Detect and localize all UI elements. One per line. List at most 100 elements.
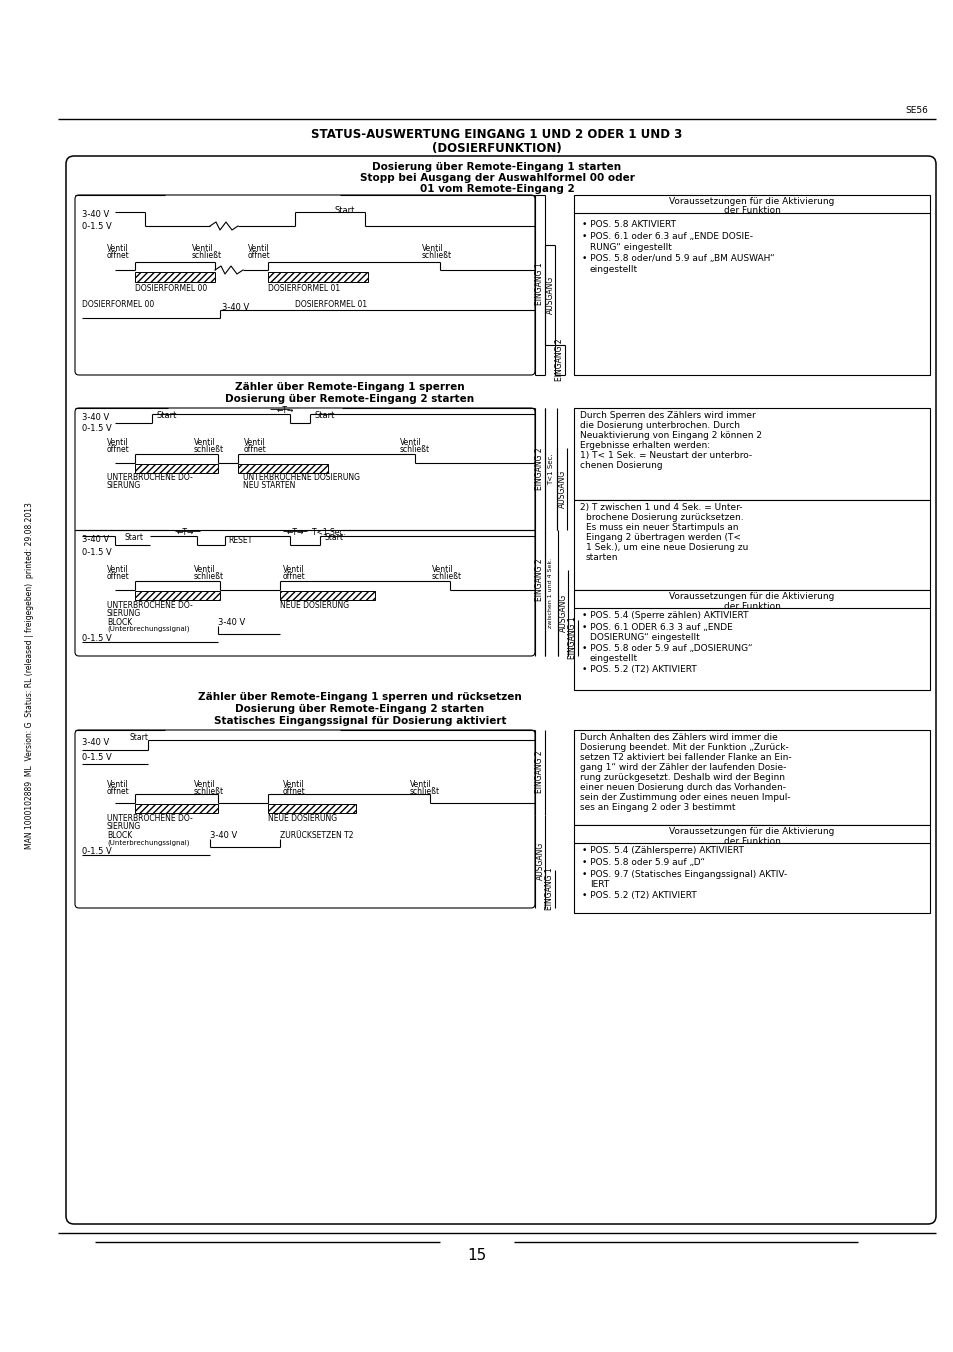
Text: ses an Eingang 2 oder 3 bestimmt: ses an Eingang 2 oder 3 bestimmt <box>579 803 735 813</box>
Text: schließt: schließt <box>193 445 224 454</box>
Text: eingestellt: eingestellt <box>589 265 638 274</box>
Text: 3-40 V: 3-40 V <box>222 303 249 312</box>
Text: STATUS-AUSWERTUNG EINGANG 1 UND 2 ODER 1 UND 3: STATUS-AUSWERTUNG EINGANG 1 UND 2 ODER 1… <box>311 128 682 141</box>
Text: schließt: schließt <box>193 787 224 796</box>
Text: EINGANG 1: EINGANG 1 <box>545 868 554 910</box>
Text: Ventil: Ventil <box>107 243 129 253</box>
Text: Eingang 2 übertragen werden (T<: Eingang 2 übertragen werden (T< <box>585 533 740 542</box>
FancyBboxPatch shape <box>75 195 535 375</box>
Text: AUSGANG: AUSGANG <box>557 470 566 508</box>
Text: DOSIERFORMEL 01: DOSIERFORMEL 01 <box>294 300 367 310</box>
Text: schließt: schließt <box>399 445 430 454</box>
Text: Dosierung über Remote-Eingang 2 starten: Dosierung über Remote-Eingang 2 starten <box>235 704 484 714</box>
Text: 0-1.5 V: 0-1.5 V <box>82 846 112 856</box>
Text: SE56: SE56 <box>904 105 927 115</box>
Text: zwischen 1 und 4 Sek.: zwischen 1 und 4 Sek. <box>548 558 553 629</box>
Text: öffnet: öffnet <box>248 251 271 260</box>
Text: 1 Sek.), um eine neue Dosierung zu: 1 Sek.), um eine neue Dosierung zu <box>585 544 747 552</box>
Text: • POS. 5.2 (T2) AKTIVIERT: • POS. 5.2 (T2) AKTIVIERT <box>581 665 696 675</box>
Text: 2) T zwischen 1 und 4 Sek. = Unter-: 2) T zwischen 1 und 4 Sek. = Unter- <box>579 503 741 512</box>
Text: DOSIERFORMEL 00: DOSIERFORMEL 00 <box>135 284 207 293</box>
Text: AUSGANG: AUSGANG <box>535 842 544 880</box>
Text: Ventil: Ventil <box>193 565 215 575</box>
Text: EINGANG 1: EINGANG 1 <box>535 262 544 306</box>
Text: • POS. 5.8 oder/und 5.9 auf „BM AUSWAH“: • POS. 5.8 oder/und 5.9 auf „BM AUSWAH“ <box>581 254 774 264</box>
Text: • POS. 6.1 ODER 6.3 3 auf „ENDE: • POS. 6.1 ODER 6.3 3 auf „ENDE <box>581 623 732 631</box>
Text: Ventil: Ventil <box>193 780 215 790</box>
Text: Ventil: Ventil <box>107 565 129 575</box>
Text: • POS. 5.8 oder 5.9 auf „DOSIERUNG“: • POS. 5.8 oder 5.9 auf „DOSIERUNG“ <box>581 644 752 653</box>
Text: setzen T2 aktiviert bei fallender Flanke an Ein-: setzen T2 aktiviert bei fallender Flanke… <box>579 753 791 763</box>
Text: 15: 15 <box>467 1248 486 1263</box>
Text: EINGANG 2: EINGANG 2 <box>555 339 564 381</box>
Text: Start: Start <box>314 411 335 420</box>
Text: 3-40 V: 3-40 V <box>82 412 110 422</box>
Text: öffnet: öffnet <box>107 787 130 796</box>
Text: ZURÜCKSETZEN T2: ZURÜCKSETZEN T2 <box>280 831 354 840</box>
Text: 3-40 V: 3-40 V <box>82 738 110 748</box>
Text: Statisches Eingangssignal für Dosierung aktiviert: Statisches Eingangssignal für Dosierung … <box>213 717 506 726</box>
Text: Dosierung beendet. Mit der Funktion „Zurück-: Dosierung beendet. Mit der Funktion „Zur… <box>579 744 788 752</box>
Text: Durch Sperren des Zählers wird immer: Durch Sperren des Zählers wird immer <box>579 411 755 420</box>
Text: Ergebnisse erhalten werden:: Ergebnisse erhalten werden: <box>579 441 709 450</box>
Text: Voraussetzungen für die Aktivierung: Voraussetzungen für die Aktivierung <box>669 827 834 836</box>
Bar <box>574 825 929 913</box>
Text: Ventil: Ventil <box>107 780 129 790</box>
Text: Zähler über Remote-Eingang 1 sperren: Zähler über Remote-Eingang 1 sperren <box>235 383 464 392</box>
Text: • POS. 5.2 (T2) AKTIVIERT: • POS. 5.2 (T2) AKTIVIERT <box>581 891 696 900</box>
Text: Stopp bei Ausgang der Auswahlformel 00 oder: Stopp bei Ausgang der Auswahlformel 00 o… <box>359 173 634 183</box>
Text: Ventil: Ventil <box>283 780 304 790</box>
Text: 0-1.5 V: 0-1.5 V <box>82 222 112 231</box>
Text: Start: Start <box>325 533 344 542</box>
Text: • POS. 5.4 (Zählersperre) AKTIVIERT: • POS. 5.4 (Zählersperre) AKTIVIERT <box>581 846 743 854</box>
Text: Ventil: Ventil <box>410 780 432 790</box>
Text: Es muss ein neuer Startimpuls an: Es muss ein neuer Startimpuls an <box>585 523 738 531</box>
Text: Start: Start <box>125 533 144 542</box>
Text: BLOCK: BLOCK <box>107 618 132 627</box>
Text: starten: starten <box>585 553 618 562</box>
Bar <box>574 408 929 500</box>
Text: ←T→: ←T→ <box>286 529 303 537</box>
Text: NEUE DOSIERUNG: NEUE DOSIERUNG <box>268 814 336 823</box>
Text: 3-40 V: 3-40 V <box>82 535 110 544</box>
Text: sein der Zustimmung oder eines neuen Impul-: sein der Zustimmung oder eines neuen Imp… <box>579 794 790 802</box>
Text: Start: Start <box>335 206 355 215</box>
Text: 01 vom Remote-Eingang 2: 01 vom Remote-Eingang 2 <box>419 184 574 193</box>
Text: • POS. 5.8 AKTIVIERT: • POS. 5.8 AKTIVIERT <box>581 220 676 228</box>
Bar <box>135 272 214 283</box>
Text: schließt: schließt <box>193 572 224 581</box>
Text: IERT: IERT <box>589 880 609 890</box>
Text: schließt: schließt <box>410 787 439 796</box>
Text: MAN 1000102889  ML  Version: G  Status: RL (released | freigegeben)  printed: 29: MAN 1000102889 ML Version: G Status: RL … <box>26 503 34 849</box>
Text: schließt: schließt <box>192 251 222 260</box>
Text: Durch Anhalten des Zählers wird immer die: Durch Anhalten des Zählers wird immer di… <box>579 733 777 742</box>
Text: die Dosierung unterbrochen. Durch: die Dosierung unterbrochen. Durch <box>579 420 740 430</box>
Text: UNTERBROCHENE DOSIERUNG: UNTERBROCHENE DOSIERUNG <box>243 473 359 483</box>
Text: eingestellt: eingestellt <box>589 654 638 662</box>
Text: 3-40 V: 3-40 V <box>218 618 245 627</box>
Text: Neuaktivierung von Eingang 2 können 2: Neuaktivierung von Eingang 2 können 2 <box>579 431 761 439</box>
Text: öffnet: öffnet <box>107 445 130 454</box>
Text: DOSIERFORMEL 00: DOSIERFORMEL 00 <box>82 300 154 310</box>
Text: EINGANG 1: EINGANG 1 <box>568 617 577 660</box>
Text: EINGANG 2: EINGANG 2 <box>535 448 544 491</box>
Text: öffnet: öffnet <box>244 445 267 454</box>
Text: Start: Start <box>130 733 149 742</box>
Text: (DOSIERFUNKTION): (DOSIERFUNKTION) <box>432 142 561 155</box>
Bar <box>574 195 929 375</box>
Text: EINGANG 2: EINGANG 2 <box>535 558 544 602</box>
Text: ←T→: ←T→ <box>176 529 193 537</box>
Text: 0-1.5 V: 0-1.5 V <box>82 425 112 433</box>
Text: • POS. 5.4 (Sperre zählen) AKTIVIERT: • POS. 5.4 (Sperre zählen) AKTIVIERT <box>581 611 748 621</box>
Text: SIERUNG: SIERUNG <box>107 608 141 618</box>
Text: NEU STARTEN: NEU STARTEN <box>243 481 295 489</box>
Text: EINGANG 2: EINGANG 2 <box>535 750 544 794</box>
Text: 0-1.5 V: 0-1.5 V <box>82 634 112 644</box>
Text: schließt: schließt <box>421 251 452 260</box>
Text: Ventil: Ventil <box>192 243 213 253</box>
Text: (Unterbrechungssignal): (Unterbrechungssignal) <box>107 840 190 845</box>
FancyBboxPatch shape <box>66 155 935 1224</box>
Text: brochene Dosierung zurücksetzen.: brochene Dosierung zurücksetzen. <box>585 512 742 522</box>
Text: Ventil: Ventil <box>248 243 270 253</box>
Text: DOSIERUNG“ eingestellt: DOSIERUNG“ eingestellt <box>589 633 699 642</box>
